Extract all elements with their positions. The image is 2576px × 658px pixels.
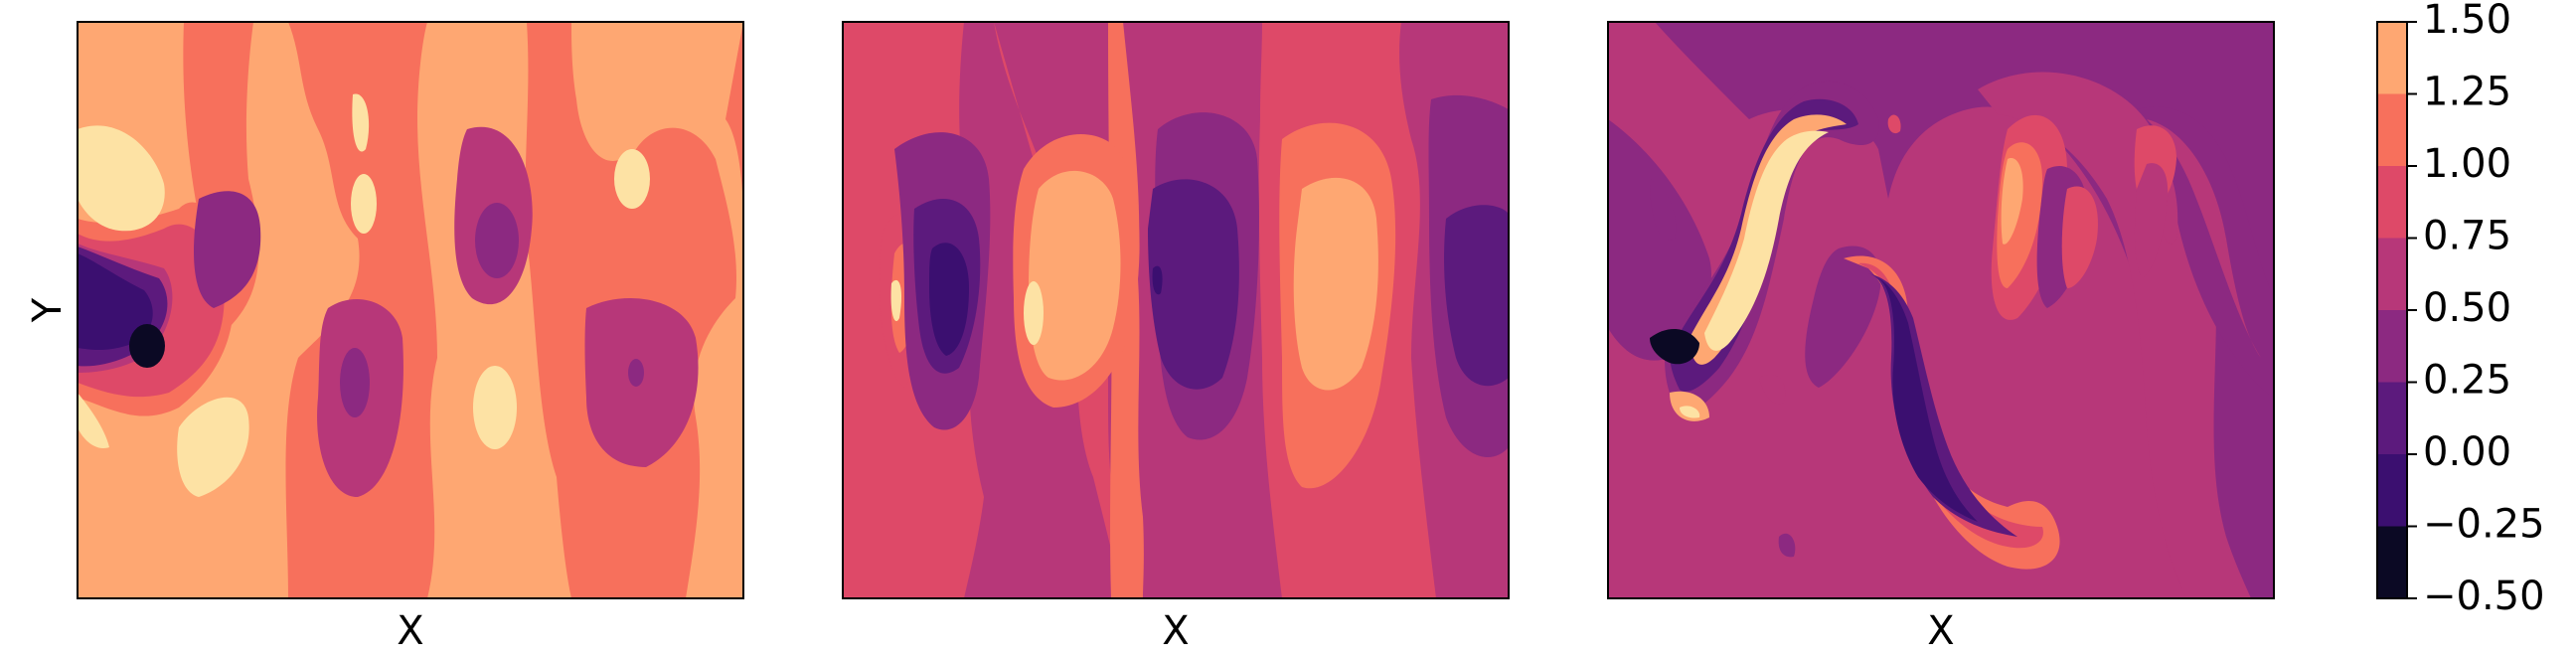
panel-3-contour-field: [1608, 22, 2274, 598]
panel-1-frame: [77, 21, 744, 599]
colorbar-tick-label: 0.00: [2423, 429, 2511, 475]
panel-2: X: [842, 21, 1510, 654]
colorbar-bands: [2377, 22, 2407, 598]
colorbar-band: [2377, 382, 2407, 454]
colorbar-band: [2377, 526, 2407, 598]
panel-1-ylabel: Y: [25, 297, 71, 323]
colorbar-band: [2377, 310, 2407, 383]
colorbar-tick-label: −0.25: [2423, 502, 2545, 548]
colorbar-band: [2377, 238, 2407, 310]
panel-2-xlabel: X: [1162, 608, 1189, 654]
colorbar-tick-label: 0.25: [2423, 358, 2511, 404]
colorbar-tick-label: −0.50: [2423, 574, 2545, 619]
panel-3: X: [1607, 21, 2275, 654]
colorbar-tick-label: 1.50: [2423, 0, 2511, 43]
colorbar-tick-label: 1.00: [2423, 141, 2511, 187]
colorbar-ticks: 1.50 1.25 1.00 0.75 0.50 0.25 0.00 −0.25 −0.50: [2407, 0, 2545, 619]
colorbar-band: [2377, 22, 2407, 94]
panel-3-frame: [1607, 21, 2275, 599]
panel-1-xlabel: X: [397, 608, 423, 654]
colorbar-tick-label: 0.75: [2423, 214, 2511, 259]
panel-2-frame: [842, 21, 1510, 599]
panel-3-xlabel: X: [1927, 608, 1954, 654]
colorbar-band: [2377, 166, 2407, 239]
panel-2-contour-field: [843, 22, 1509, 598]
panel-1-contour-field: [78, 22, 743, 598]
colorbar-tick-label: 1.25: [2423, 70, 2511, 115]
panel-1: X Y: [25, 21, 744, 654]
colorbar: 1.50 1.25 1.00 0.75 0.50 0.25 0.00 −0.25 −0.50: [2376, 0, 2545, 619]
colorbar-tick-label: 0.50: [2423, 285, 2511, 331]
colorbar-band: [2377, 454, 2407, 527]
colorbar-band: [2377, 93, 2407, 166]
